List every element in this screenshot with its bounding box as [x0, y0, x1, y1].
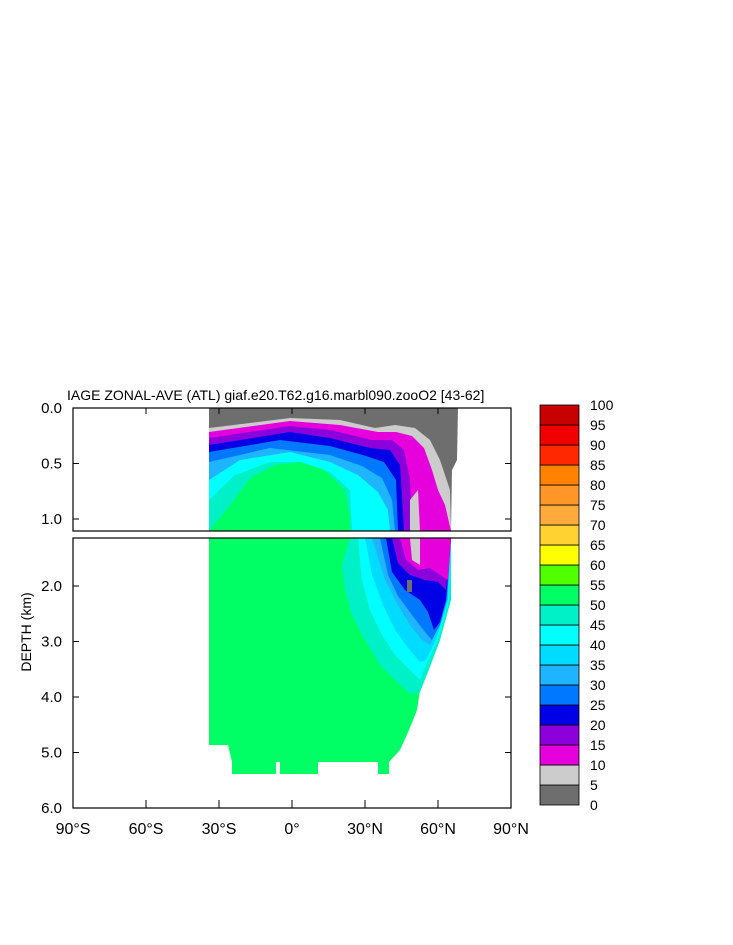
- upper-panel-contours: [209, 408, 458, 531]
- colorbar-label: 5: [590, 777, 598, 793]
- chart-title: IAGE ZONAL-AVE (ATL) giaf.e20.T62.g16.ma…: [67, 387, 484, 403]
- x-tick-label: 60°S: [129, 821, 164, 838]
- upper-y-ticks: 0.0 0.5 1.0: [41, 400, 511, 528]
- colorbar-label: 35: [590, 657, 606, 673]
- colorbar-label: 75: [590, 497, 606, 513]
- colorbar-swatch: [539, 684, 580, 706]
- upper-y-tick-label: 1.0: [41, 511, 62, 528]
- colorbar-label: 40: [590, 637, 606, 653]
- colorbar-swatch: [539, 784, 580, 806]
- colorbar-label: 85: [590, 457, 606, 473]
- colorbar-label: 45: [590, 617, 606, 633]
- colorbar-label: 25: [590, 697, 606, 713]
- lower-y-tick-label: 2.0: [41, 578, 62, 595]
- colorbar-label: 80: [590, 477, 606, 493]
- colorbar-swatch: [539, 704, 580, 726]
- lower-y-ticks: 2.0 3.0 4.0 5.0 6.0: [41, 578, 511, 817]
- colorbar-swatch: [539, 504, 580, 526]
- field-band-0-patch: [407, 580, 412, 592]
- colorbar-swatch: [539, 404, 580, 426]
- lower-panel-contours: [209, 538, 451, 774]
- x-tick-label: 0°: [284, 821, 299, 838]
- lower-y-tick-label: 4.0: [41, 689, 62, 706]
- colorbar-swatch: [539, 744, 580, 766]
- colorbar-label: 95: [590, 417, 606, 433]
- lower-y-tick-label: 3.0: [41, 634, 62, 651]
- colorbar-swatch: [539, 584, 580, 606]
- colorbar-swatch: [539, 464, 580, 486]
- x-tick-label: 90°S: [56, 821, 91, 838]
- colorbar-label: 20: [590, 717, 606, 733]
- upper-y-tick-label: 0.5: [41, 456, 62, 473]
- colorbar-label: 100: [590, 397, 614, 413]
- colorbar-swatch: [539, 604, 580, 626]
- upper-y-tick-label: 0.0: [41, 400, 62, 417]
- x-tick-label: 60°N: [420, 821, 456, 838]
- colorbar-swatch: [539, 624, 580, 646]
- colorbar-swatch: [539, 424, 580, 446]
- colorbar-label: 60: [590, 557, 606, 573]
- colorbar-label: 0: [590, 797, 598, 813]
- colorbar-swatch: [539, 544, 580, 566]
- colorbar-swatch: [539, 484, 580, 506]
- colorbar-swatch: [539, 564, 580, 586]
- x-tick-label: 30°N: [347, 821, 383, 838]
- colorbar-swatch: [539, 524, 580, 546]
- x-tick-label: 30°S: [202, 821, 237, 838]
- colorbar-label: 55: [590, 577, 606, 593]
- y-axis-label: DEPTH (km): [18, 592, 34, 671]
- colorbar: 0 5 10 15 20 25 30 35 40 45 50 55 60 65 70 75 80 85 90 95 10…: [539, 397, 614, 813]
- colorbar-label: 15: [590, 737, 606, 753]
- field-band-50: [209, 462, 350, 531]
- colorbar-swatch: [539, 664, 580, 686]
- colorbar-label: 50: [590, 597, 606, 613]
- x-ticks: 90°S 60°S 30°S 0° 30°N 60°N 90°N: [56, 408, 529, 838]
- colorbar-swatch: [539, 644, 580, 666]
- colorbar-label: 70: [590, 517, 606, 533]
- colorbar-swatch: [539, 724, 580, 746]
- colorbar-swatch: [539, 764, 580, 786]
- colorbar-label: 65: [590, 537, 606, 553]
- field-band-5-deep: [410, 538, 420, 565]
- colorbar-label: 30: [590, 677, 606, 693]
- colorbar-label: 10: [590, 757, 606, 773]
- x-tick-label: 90°N: [493, 821, 529, 838]
- colorbar-label: 90: [590, 437, 606, 453]
- lower-y-tick-label: 6.0: [41, 800, 62, 817]
- colorbar-swatch: [539, 444, 580, 466]
- lower-y-tick-label: 5.0: [41, 745, 62, 762]
- field-band-5-north: [410, 490, 420, 531]
